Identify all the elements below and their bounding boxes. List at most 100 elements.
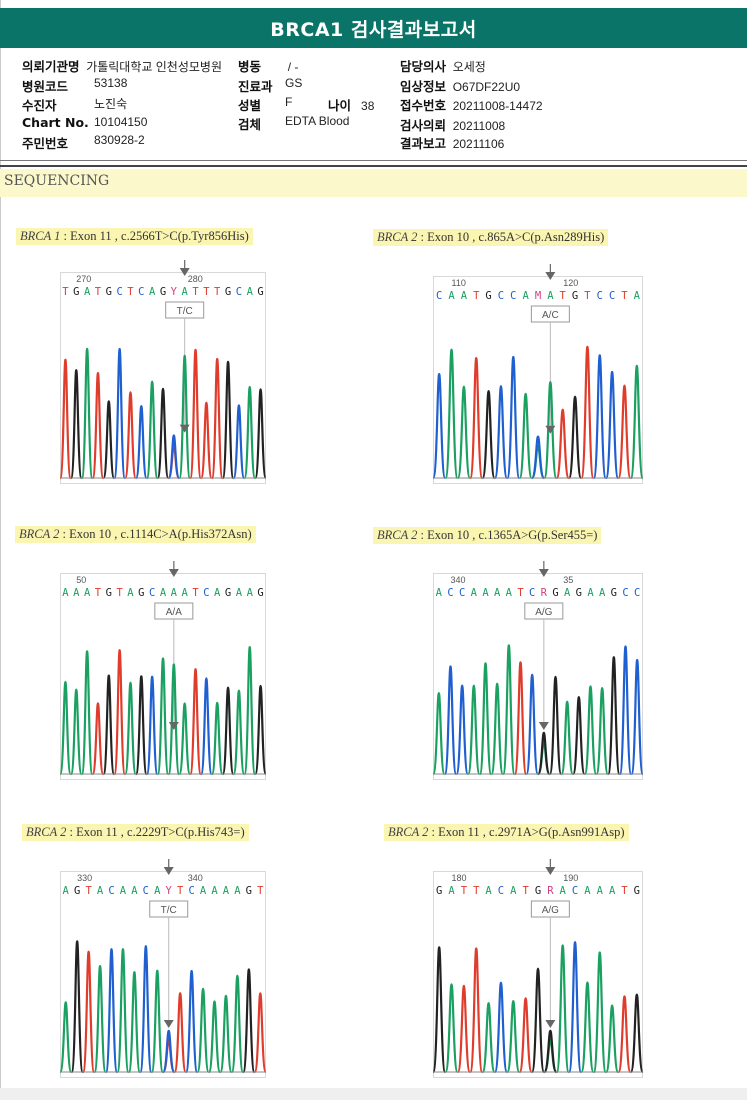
trace-peak	[173, 992, 187, 1074]
base-call-letter: C	[143, 885, 149, 897]
position-tick-label: 180	[452, 873, 467, 883]
trace-peak	[617, 384, 632, 480]
trace-peak	[629, 993, 644, 1074]
info-specimen-value: EDTA Blood	[285, 114, 350, 128]
report-title: BRCA1 검사결과보고서	[0, 8, 747, 48]
variant-arrow-icon	[163, 867, 174, 875]
base-call-letter: A	[448, 885, 455, 897]
variant-arrow-icon	[538, 569, 549, 577]
trace-peak	[456, 984, 471, 1074]
base-call-letter: A	[200, 885, 207, 897]
base-call-letter: A	[482, 587, 489, 599]
trace-peak	[592, 354, 607, 480]
base-call-letter: G	[106, 286, 112, 298]
base-call-letter: A	[160, 587, 167, 599]
trace-peak	[178, 702, 191, 776]
trace-peak	[560, 700, 574, 776]
base-call-letter: T	[473, 290, 480, 302]
trace-peak	[525, 673, 539, 776]
base-call-letter: G	[552, 587, 558, 599]
trace-peak	[580, 981, 595, 1074]
trace-peak	[207, 1000, 222, 1074]
trace-peak	[219, 994, 233, 1074]
base-call-letter: G	[246, 885, 252, 897]
trace-peak	[493, 981, 508, 1074]
panel-frame	[60, 272, 266, 484]
trace-peak	[555, 944, 570, 1074]
trace-peak	[232, 689, 246, 776]
position-tick-label: 35	[563, 575, 573, 585]
base-call-letter: G	[257, 286, 263, 298]
variant-arrow-icon	[545, 272, 556, 280]
info-sex-value: F	[285, 95, 293, 109]
base-call-letter: G	[257, 587, 263, 599]
trace-peak	[93, 964, 107, 1074]
info-test-request: 검사의뢰 20211008	[400, 118, 506, 133]
trace-peak	[80, 347, 94, 480]
base-call-letter: G	[485, 290, 491, 302]
trace-peak	[493, 385, 508, 480]
page-edge	[0, 0, 1, 1100]
trace-peak	[200, 401, 213, 480]
trace-peak	[91, 371, 105, 480]
variant-caption-3: BRCA 2 : Exon 10 , c.1114C>A(p.His372Asn…	[15, 526, 256, 543]
trace-peak	[124, 391, 137, 480]
base-call-letter: T	[621, 885, 628, 897]
base-call-letter: A	[247, 587, 254, 599]
base-call-letter: C	[510, 290, 516, 302]
base-call-letter: A	[127, 587, 134, 599]
base-call-letter: R	[547, 885, 554, 897]
base-call-letter: T	[621, 290, 628, 302]
base-call-letter: C	[447, 587, 453, 599]
trace-peak	[162, 1029, 176, 1074]
base-call-letter: T	[522, 885, 529, 897]
info-resident-number-value: 830928-2	[94, 133, 145, 147]
base-call-letter: G	[436, 885, 442, 897]
trace-peak	[467, 684, 481, 776]
trace-peak	[210, 357, 224, 480]
trace-peak	[481, 1002, 496, 1074]
base-call-letter: G	[535, 885, 541, 897]
trace-peak	[530, 435, 546, 480]
position-tick-label: 190	[563, 873, 578, 883]
trace-peak	[156, 387, 170, 480]
trace-peak	[69, 369, 83, 480]
base-call-letter: A	[634, 290, 641, 302]
trace-peak	[253, 992, 267, 1074]
info-ward: 병동 / -	[238, 59, 299, 74]
trace-peak	[116, 948, 130, 1074]
base-call-letter: G	[634, 885, 640, 897]
info-requesting-institution: 의뢰기관명 가톨릭대학교 인천성모병원	[22, 59, 223, 74]
base-call-letter: A	[62, 587, 69, 599]
base-call-letter: C	[203, 587, 209, 599]
trace-peak	[70, 940, 84, 1074]
base-call-letter: C	[149, 587, 155, 599]
chromatogram-panel-1: 270 280 T G A T G C T C A G Y A T T T G C A G T/C	[59, 260, 267, 484]
base-call-letter: A	[63, 885, 70, 897]
trace-peak	[580, 345, 595, 480]
base-call-letter: A	[506, 587, 513, 599]
base-call-letter: A	[247, 286, 254, 298]
info-patient: 수진자	[22, 98, 57, 113]
chromatogram-panel-6: 180 190 G A T T A C A T G R A C A A A T G A/G	[432, 859, 644, 1078]
info-age: 나이 38	[328, 98, 375, 113]
base-call-letter: T	[192, 587, 199, 599]
base-call-letter: A	[564, 587, 571, 599]
variant-arrow-icon	[179, 268, 190, 276]
trace-peak	[506, 355, 521, 480]
base-call-letter: T	[95, 587, 102, 599]
base-call-letter: A	[84, 286, 91, 298]
trace-peak	[232, 404, 246, 480]
base-call-letter: A	[131, 885, 138, 897]
section-title: SEQUENCING	[4, 173, 110, 189]
trace-peak	[432, 692, 446, 776]
base-call-letter: A	[234, 885, 241, 897]
chromatogram-4: 340 35A C C A A A A T C R G A G A A G C CA/G	[432, 561, 644, 780]
base-call-letter: G	[572, 290, 578, 302]
base-call-letter: G	[106, 587, 112, 599]
base-call-letter: T	[257, 885, 264, 897]
trace-peak	[605, 1004, 620, 1074]
base-call-letter: C	[572, 885, 578, 897]
base-call-letter: C	[597, 290, 603, 302]
base-call-letter: A	[97, 885, 104, 897]
